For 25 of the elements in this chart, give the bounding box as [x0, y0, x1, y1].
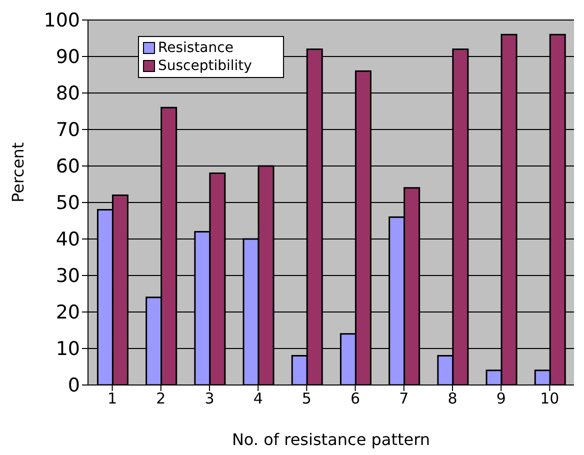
x-tick-label: 10	[540, 390, 560, 408]
x-tick-label: 6	[350, 390, 360, 408]
legend-label: Susceptibility	[158, 57, 252, 75]
y-axis-title: Percent	[8, 142, 28, 202]
x-tick-label: 1	[108, 390, 118, 408]
y-tick-label: 90	[56, 46, 80, 68]
y-tick-label: 50	[56, 192, 80, 214]
y-tick-label: 0	[68, 374, 80, 397]
y-tick-label: 100	[44, 10, 80, 32]
y-tick-label: 60	[56, 156, 80, 178]
x-axis-title: No. of resistance pattern	[232, 430, 430, 449]
x-tick-label: 5	[302, 390, 312, 408]
y-tick-label: 70	[56, 119, 80, 142]
x-tick-label: 7	[399, 390, 409, 408]
x-tick-label: 4	[253, 390, 263, 408]
x-tick-label: 9	[496, 390, 506, 408]
y-tick-label: 30	[56, 265, 80, 288]
x-tick-label: 8	[448, 390, 458, 408]
x-tick-label: 3	[204, 390, 214, 408]
legend-label: Resistance	[158, 39, 234, 57]
y-tick-label: 20	[56, 302, 80, 324]
y-tick-label: 10	[56, 338, 80, 360]
y-tick-label: 40	[56, 228, 80, 251]
y-tick-label: 80	[56, 82, 80, 105]
x-tick-label: 2	[156, 390, 166, 408]
